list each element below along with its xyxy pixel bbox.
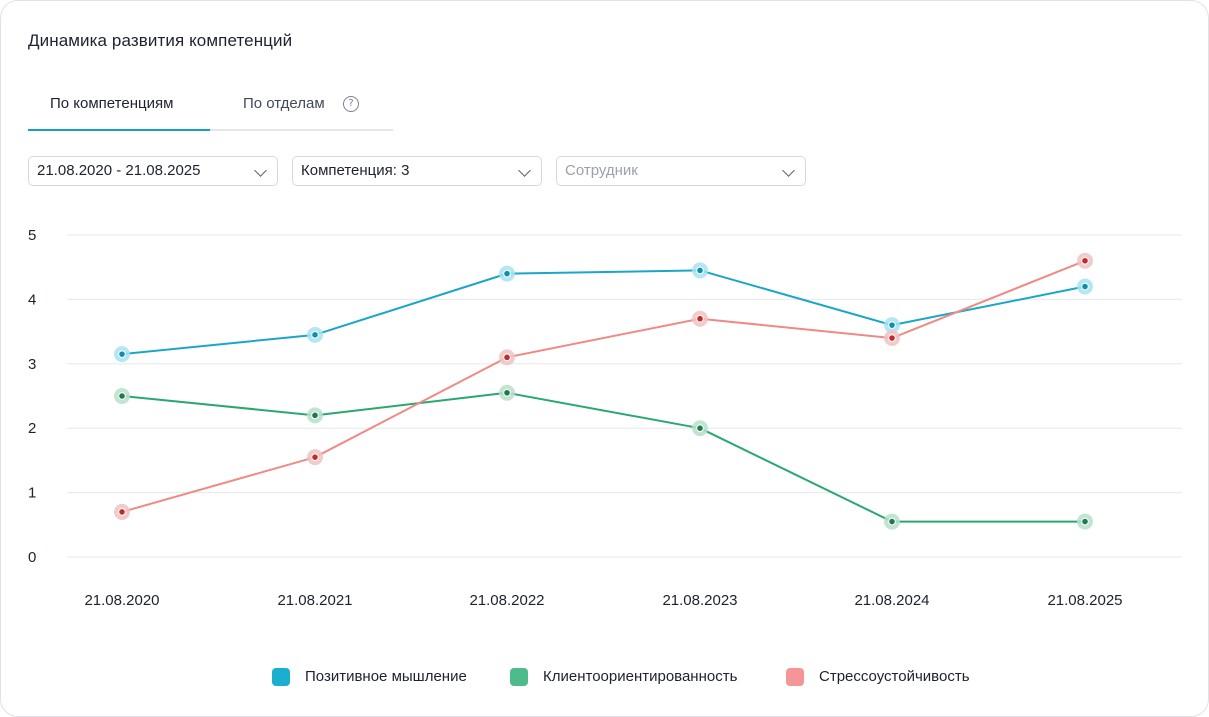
- tab-departments[interactable]: По отделам: [243, 95, 325, 112]
- data-point-positive: [503, 269, 511, 278]
- data-point-client: [1081, 517, 1089, 526]
- y-tick-label: 5: [28, 227, 36, 244]
- data-point-positive: [696, 266, 704, 275]
- x-tick-label: 21.08.2024: [854, 592, 929, 609]
- legend-label-stress: Стрессоустойчивость: [819, 668, 970, 685]
- card-title: Динамика развития компетенций: [28, 31, 293, 50]
- legend-label-positive: Позитивное мышление: [305, 668, 467, 685]
- data-point-stress: [696, 314, 704, 323]
- legend-label-client: Клиентоориентированность: [543, 668, 738, 685]
- x-tick-label: 21.08.2021: [277, 592, 352, 609]
- data-point-stress: [888, 334, 896, 342]
- data-point-positive: [311, 331, 319, 339]
- tab-competences[interactable]: По компетенциям: [50, 95, 174, 112]
- data-point-client: [888, 517, 896, 526]
- data-point-client: [503, 388, 511, 397]
- x-tick-label: 21.08.2022: [469, 592, 544, 609]
- period-select[interactable]: 21.08.2020 - 21.08.2025: [28, 156, 278, 186]
- data-point-stress: [311, 453, 319, 461]
- data-point-client: [311, 411, 319, 420]
- tabs: По компетенциям По отделам ?: [28, 87, 393, 131]
- employee-select-placeholder: Сотрудник: [565, 162, 638, 179]
- data-point-positive: [1081, 282, 1089, 291]
- series-line-client: [121, 391, 1085, 523]
- x-tick-label: 21.08.2025: [1047, 592, 1122, 609]
- data-point-client: [118, 392, 126, 400]
- data-point-positive: [118, 350, 126, 358]
- legend-swatch-client: [510, 668, 528, 686]
- y-tick-label: 1: [28, 485, 36, 502]
- x-tick-label: 21.08.2020: [84, 592, 159, 609]
- series-line-stress: [121, 259, 1086, 513]
- legend-swatch-positive: [272, 668, 290, 686]
- series-line-positive: [121, 269, 1086, 356]
- data-point-stress: [503, 353, 511, 362]
- data-point-stress: [1081, 256, 1089, 265]
- competence-select[interactable]: Компетенция: 3: [292, 156, 542, 186]
- legend-swatch-stress: [786, 668, 804, 686]
- data-point-positive: [888, 321, 896, 329]
- y-tick-label: 4: [28, 291, 36, 308]
- y-tick-label: 0: [28, 549, 36, 566]
- y-tick-label: 3: [28, 356, 36, 373]
- chart-legend: Позитивное мышление Клиентоориентированн…: [0, 667, 1209, 689]
- period-select-value: 21.08.2020 - 21.08.2025: [37, 162, 201, 179]
- data-point-client: [696, 424, 704, 433]
- employee-select[interactable]: Сотрудник: [556, 156, 806, 186]
- competence-select-value: Компетенция: 3: [301, 162, 410, 179]
- data-point-stress: [118, 508, 126, 516]
- question-circle-icon[interactable]: ?: [343, 96, 359, 112]
- x-tick-label: 21.08.2023: [662, 592, 737, 609]
- active-tab-indicator: [28, 129, 210, 131]
- y-tick-label: 2: [28, 420, 36, 437]
- line-chart: 0 1 2 3 4 5 21.08.2020 21.08.2021 21.08.2022 21.0…: [28, 227, 1182, 609]
